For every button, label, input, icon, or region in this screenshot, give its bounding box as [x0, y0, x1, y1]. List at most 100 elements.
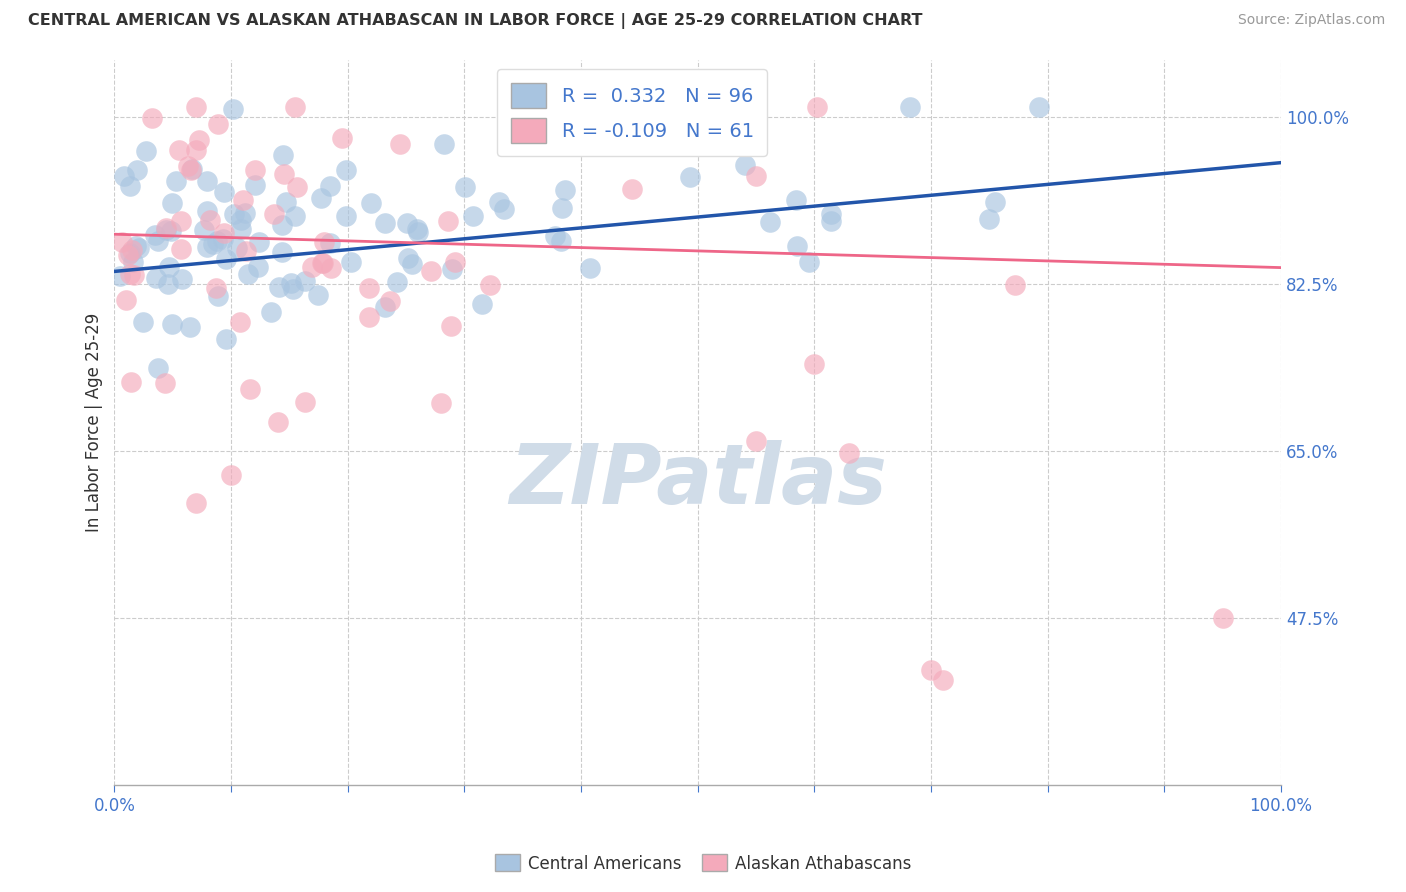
Point — [122, 255, 145, 269]
Point — [270, 218, 292, 232]
Point — [641, 115, 664, 129]
Point — [281, 282, 304, 296]
Point — [389, 136, 412, 151]
Point — [931, 673, 953, 687]
Point — [267, 280, 290, 294]
Point — [180, 163, 202, 178]
Point — [243, 163, 266, 178]
Point — [143, 227, 166, 242]
Point — [359, 281, 381, 295]
Point — [222, 103, 245, 117]
Point — [419, 263, 441, 277]
Point — [125, 239, 148, 253]
Point — [294, 394, 316, 409]
Point — [193, 223, 215, 237]
Point — [118, 179, 141, 194]
Point — [263, 207, 285, 221]
Point — [167, 143, 190, 157]
Point — [128, 241, 150, 255]
Legend: Central Americans, Alaskan Athabascans: Central Americans, Alaskan Athabascans — [488, 847, 918, 880]
Point — [273, 167, 295, 181]
Point — [294, 274, 316, 288]
Point — [463, 209, 485, 223]
Point — [207, 117, 229, 131]
Point — [195, 174, 218, 188]
Point — [550, 234, 572, 248]
Point — [160, 224, 183, 238]
Point — [201, 236, 224, 251]
Point — [111, 235, 134, 250]
Point — [401, 257, 423, 271]
Point — [231, 213, 253, 227]
Point — [117, 248, 139, 262]
Point — [319, 260, 342, 275]
Point — [301, 260, 323, 274]
Point — [312, 235, 335, 249]
Point — [121, 243, 143, 257]
Point — [186, 143, 208, 157]
Point — [160, 317, 183, 331]
Point — [340, 254, 363, 268]
Point — [233, 205, 256, 219]
Point — [479, 278, 502, 293]
Legend: R =  0.332   N = 96, R = -0.109   N = 61: R = 0.332 N = 96, R = -0.109 N = 61 — [498, 70, 768, 156]
Point — [806, 100, 828, 114]
Point — [112, 169, 135, 184]
Point — [785, 193, 807, 207]
Point — [679, 170, 702, 185]
Point — [239, 382, 262, 396]
Point — [579, 260, 602, 275]
Point — [145, 271, 167, 285]
Point — [621, 182, 644, 196]
Text: CENTRAL AMERICAN VS ALASKAN ATHABASCAN IN LABOR FORCE | AGE 25-29 CORRELATION CH: CENTRAL AMERICAN VS ALASKAN ATHABASCAN I… — [28, 13, 922, 29]
Point — [307, 288, 329, 302]
Point — [797, 254, 820, 268]
Point — [311, 256, 333, 270]
Point — [374, 301, 396, 315]
Point — [195, 239, 218, 253]
Point — [271, 245, 294, 260]
Point — [433, 137, 456, 152]
Point — [180, 162, 202, 177]
Point — [273, 148, 295, 162]
Point — [436, 213, 458, 227]
Point — [1028, 100, 1050, 114]
Point — [920, 663, 942, 677]
Point — [1212, 611, 1234, 625]
Point — [247, 235, 270, 250]
Point — [205, 281, 228, 295]
Point — [219, 467, 242, 482]
Point — [247, 260, 270, 274]
Point — [222, 207, 245, 221]
Point — [803, 357, 825, 371]
Point — [745, 169, 768, 183]
Point — [214, 252, 236, 267]
Point — [380, 294, 402, 309]
Point — [440, 262, 463, 277]
Point — [141, 112, 163, 126]
Point — [225, 241, 247, 255]
Point — [983, 194, 1005, 209]
Point — [162, 196, 184, 211]
Point — [443, 255, 465, 269]
Point — [155, 221, 177, 235]
Point — [406, 225, 429, 239]
Point — [335, 209, 357, 223]
Point — [318, 179, 340, 194]
Point — [188, 133, 211, 147]
Point — [205, 234, 228, 248]
Point — [335, 163, 357, 178]
Point — [214, 332, 236, 346]
Point — [311, 255, 333, 269]
Point — [745, 434, 768, 449]
Point — [120, 245, 142, 260]
Point — [274, 195, 297, 210]
Point — [759, 215, 782, 229]
Point — [184, 496, 207, 510]
Point — [212, 226, 235, 240]
Point — [156, 277, 179, 291]
Point — [360, 196, 382, 211]
Point — [387, 275, 409, 289]
Point — [229, 222, 252, 236]
Point — [734, 158, 756, 172]
